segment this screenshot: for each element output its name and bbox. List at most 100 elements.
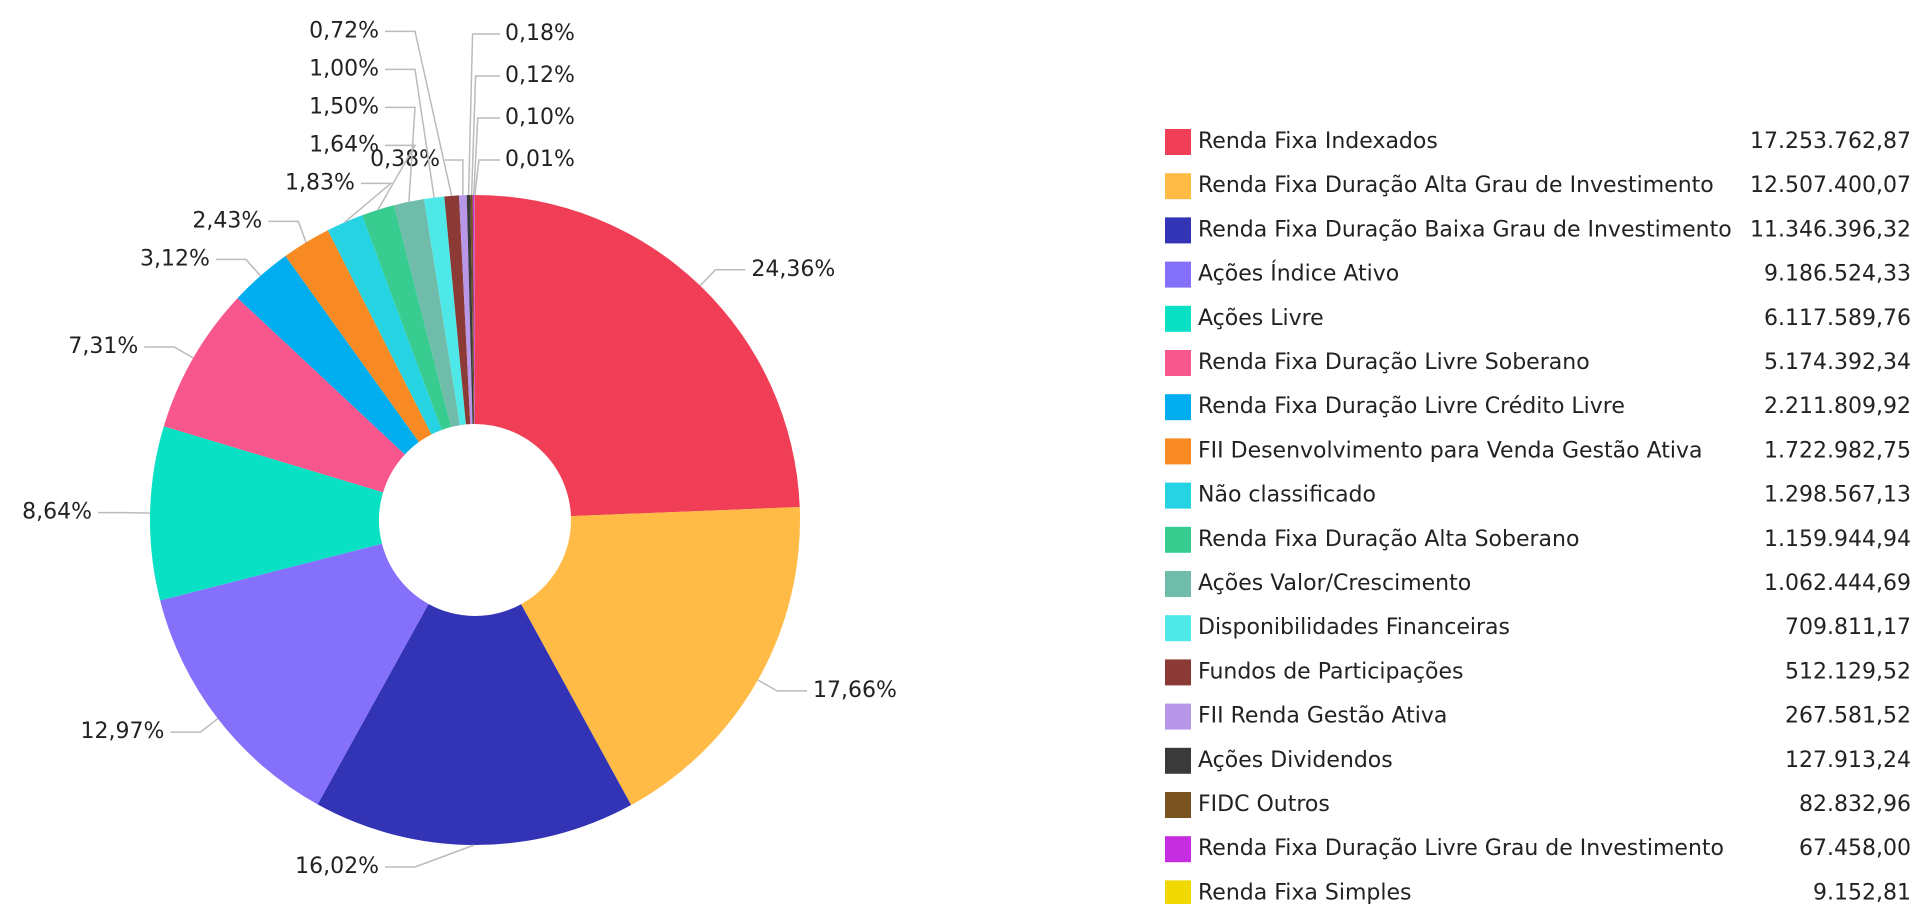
legend-swatch [1165, 747, 1191, 774]
slice-label: 7,31% [68, 334, 138, 359]
legend-label: Ações Dividendos [1198, 748, 1393, 773]
slice-label: 1,83% [285, 170, 355, 195]
leader-line [144, 346, 194, 359]
legend-swatch [1165, 703, 1191, 730]
legend-swatch [1165, 482, 1191, 509]
legend-value: 17.253.762,87 [1750, 129, 1911, 154]
legend-label: Renda Fixa Duração Alta Grau de Investim… [1198, 173, 1714, 198]
slice-label: 0,12% [505, 63, 575, 88]
legend-label: FII Desenvolvimento para Venda Gestão At… [1198, 438, 1703, 463]
legend-label: Renda Fixa Duração Livre Soberano [1198, 350, 1590, 375]
legend-label: Renda Fixa Duração Livre Crédito Livre [1198, 394, 1625, 419]
legend-swatch [1165, 394, 1191, 421]
legend-label: Ações Valor/Crescimento [1198, 571, 1471, 596]
slice-label: 24,36% [751, 257, 835, 282]
leader-line [757, 679, 808, 692]
slice-label: 0,10% [505, 105, 575, 130]
slice-label: 12,97% [80, 719, 164, 744]
leader-line [445, 159, 464, 196]
slice [472, 195, 475, 425]
legend-value: 267.581,52 [1785, 704, 1911, 729]
legend-swatch [1165, 129, 1191, 155]
slice-label: 16,02% [295, 854, 379, 879]
leader-line [268, 220, 307, 243]
legend-label: Disponibilidades Financeiras [1198, 615, 1510, 640]
legend-value: 1.722.982,75 [1764, 438, 1911, 463]
legend-value: 127.913,24 [1785, 748, 1911, 773]
slice-label: 1,50% [309, 94, 379, 119]
legend-swatch [1165, 615, 1191, 642]
legend-swatch [1165, 836, 1191, 863]
legend-value: 6.117.589,76 [1764, 306, 1911, 331]
legend-value: 11.346.396,32 [1750, 217, 1911, 242]
slice [470, 195, 475, 425]
legend-label: Não classificado [1198, 483, 1376, 508]
legend-value: 5.174.392,34 [1764, 350, 1911, 375]
legend-label: Ações Livre [1198, 306, 1324, 331]
slice [237, 256, 419, 455]
legend-swatch [1165, 261, 1191, 288]
slice [521, 507, 800, 806]
legend-label: FIDC Outros [1198, 792, 1330, 817]
slice [393, 199, 460, 428]
legend-swatch [1165, 792, 1191, 818]
slice [466, 195, 474, 425]
leader-line [385, 30, 453, 197]
legend-label: FII Renda Gestão Ativa [1198, 704, 1447, 729]
legend-swatch [1165, 659, 1191, 686]
leader-line [215, 258, 262, 277]
slice-label: 1,64% [309, 132, 379, 157]
leader-line [699, 269, 746, 287]
legend-swatch [1165, 350, 1191, 376]
legend-swatch [1165, 571, 1191, 597]
leader-line [385, 844, 475, 868]
legend-label: Renda Fixa Duração Livre Grau de Investi… [1198, 836, 1724, 861]
leader-line [344, 182, 393, 223]
legend-value: 1.298.567,13 [1764, 483, 1911, 508]
slice-label: 0,18% [505, 21, 575, 46]
slice-label: 0,01% [505, 147, 575, 172]
slice-label: 1,00% [309, 56, 379, 81]
legend-label: Fundos de Participações [1198, 659, 1463, 684]
leader-line [385, 106, 416, 202]
slice [423, 196, 466, 426]
leader-line [474, 159, 500, 196]
legend-label: Ações Índice Ativo [1198, 261, 1399, 287]
slice [163, 298, 405, 493]
slice-label: 8,64% [22, 500, 92, 525]
legend-value: 1.159.944,94 [1764, 527, 1911, 552]
slice-label: 3,12% [140, 246, 210, 271]
leader-line [385, 68, 435, 198]
slice [475, 195, 800, 517]
slice [285, 230, 432, 443]
legend-swatch [1165, 880, 1191, 904]
slice-label: 2,43% [192, 208, 262, 233]
slice [317, 603, 632, 845]
legend-value: 2.211.809,92 [1764, 394, 1911, 419]
legend-swatch [1165, 217, 1191, 244]
slice-label: 0,72% [309, 18, 379, 43]
legend-value: 9.186.524,33 [1764, 262, 1911, 287]
slice [362, 205, 452, 430]
legend-swatch [1165, 438, 1191, 465]
slice [160, 543, 429, 805]
legend-swatch [1165, 305, 1191, 332]
slice-label: 17,66% [813, 678, 897, 703]
leader-line [377, 144, 417, 211]
legend-value: 9.152,81 [1813, 880, 1911, 904]
legend-value: 67.458,00 [1799, 836, 1911, 861]
legend-value: 82.832,96 [1799, 792, 1911, 817]
legend-swatch [1165, 173, 1191, 200]
legend-value: 12.507.400,07 [1750, 173, 1911, 198]
leader-line [467, 33, 500, 196]
legend-label: Renda Fixa Simples [1198, 880, 1411, 904]
legend-value: 512.129,52 [1785, 659, 1911, 684]
legend-swatch [1165, 526, 1191, 553]
legend-value: 709.811,17 [1785, 615, 1911, 640]
leader-line [473, 117, 500, 196]
slice [459, 195, 473, 425]
leader-line [470, 75, 500, 196]
slice [149, 426, 384, 601]
legend-label: Renda Fixa Indexados [1198, 129, 1438, 154]
